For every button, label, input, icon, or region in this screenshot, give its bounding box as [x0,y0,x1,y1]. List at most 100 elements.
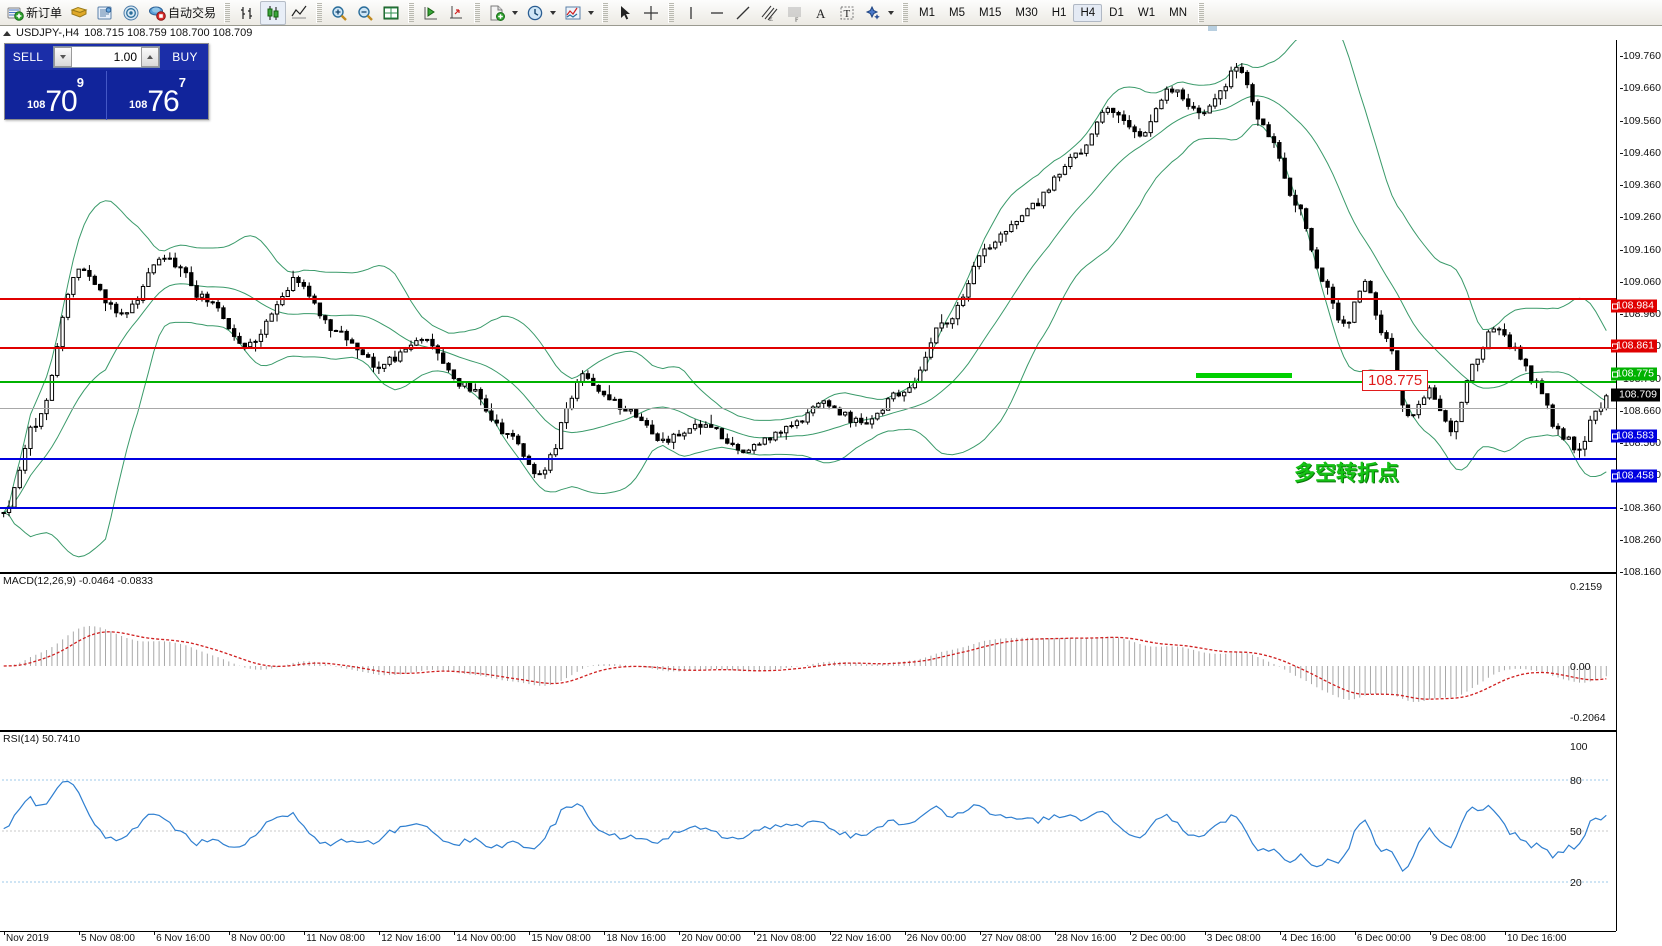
period-button[interactable] [522,1,548,25]
trendline-icon [734,4,752,22]
level-line-108458[interactable] [0,507,1616,509]
level-line-108861[interactable] [0,347,1616,349]
time-tick: 14 Nov 00:00 [456,933,516,944]
timeframe-d1[interactable]: D1 [1109,6,1124,19]
level-line-108709[interactable] [0,408,1616,409]
time-tick-mark [529,932,531,935]
price-axis-label-108458[interactable]: 108.458 [1611,469,1657,483]
level-line-108775[interactable] [0,381,1616,383]
timeframe-h4[interactable]: H4 [1073,3,1103,22]
timeframe-m1[interactable]: M1 [919,6,936,19]
time-tick-mark [1204,932,1206,935]
buy-price-button[interactable]: 108 76 7 [107,71,208,120]
scroll-marker[interactable] [1208,26,1217,31]
turning-point-label[interactable]: 多空转折点 [1294,462,1399,485]
sell-price-main: 70 [45,85,77,118]
autoscroll-icon [448,4,466,22]
price-tick: 109.760 [1620,50,1661,63]
indicators-button[interactable] [560,1,586,25]
text-icon: A [812,4,830,22]
timeframe-h1[interactable]: H1 [1051,6,1067,19]
equidistant-channel-button[interactable]: E [756,1,782,25]
bar-chart-button[interactable] [234,1,260,25]
horizontal-line-icon [708,4,726,22]
timeframe-w1[interactable]: W1 [1137,6,1156,19]
time-tick: 3 Dec 08:00 [1206,933,1261,944]
zoom-out-button[interactable] [352,1,378,25]
fibonacci-button[interactable]: F [782,1,808,25]
zoom-in-button[interactable] [326,1,352,25]
sell-price-button[interactable]: 108 70 9 [5,71,107,120]
chart-window[interactable]: USDJPY-,H4 108.715 108.759 108.700 108.7… [0,26,1662,945]
wallet-button[interactable] [66,1,92,25]
price-axis-label-108984[interactable]: 108.984 [1611,299,1657,313]
collapse-icon[interactable] [3,30,11,36]
price-axis-label-108861[interactable]: 108.861 [1611,339,1657,353]
price-axis-label-108709[interactable]: 108.709 [1611,388,1660,402]
tile-windows-button[interactable] [378,1,404,25]
price-tick: 109.260 [1620,211,1661,224]
one-click-trading-panel[interactable]: SELL 1.00 BUY 108 70 9 108 76 7 [4,43,209,120]
volume-value[interactable]: 1.00 [113,50,137,64]
autoscroll-button[interactable] [444,1,470,25]
svg-text:F: F [795,17,799,22]
highlight-zone-bar[interactable] [1196,373,1292,378]
price-axis-label-108583[interactable]: 108.583 [1611,429,1657,443]
toolbar-grip-4[interactable] [474,2,481,23]
period-dropdown-caret[interactable] [550,10,557,15]
new-order-label: 新订单 [26,6,63,20]
templates-icon [488,4,506,22]
autotrading-icon [148,4,166,22]
news-button[interactable] [92,1,118,25]
shapes-button[interactable] [860,1,886,25]
templates-button[interactable] [484,1,510,25]
timeframe-mn[interactable]: MN [1169,6,1187,19]
indicators-icon [564,4,582,22]
crosshair-icon [642,4,660,22]
buy-price-fraction: 7 [178,75,186,90]
horizontal-line-button[interactable] [704,1,730,25]
new-order-button[interactable]: 新订单 [2,1,66,25]
timeframe-m5[interactable]: M5 [949,6,965,19]
price-axis-label-108775[interactable]: 108.775 [1611,367,1657,381]
line-chart-button[interactable] [286,1,312,25]
toolbar-grip-2[interactable] [316,2,323,23]
toolbar-grip-8[interactable] [1198,2,1204,23]
timeframe-m30[interactable]: M30 [1015,6,1038,19]
shapes-dropdown-caret[interactable] [888,10,895,15]
signals-button[interactable] [118,1,144,25]
trendline-button[interactable] [730,1,756,25]
time-axis[interactable]: Nov 2019 5 Nov 08:00 6 Nov 16:00 8 Nov 00:0… [0,931,1616,946]
cursor-button[interactable] [612,1,638,25]
level-line-108583[interactable] [0,458,1616,460]
crosshair-button[interactable] [638,1,664,25]
toolbar-grip-6[interactable] [668,2,675,23]
volume-up-button[interactable] [141,47,159,67]
toolbar-grip-1[interactable] [224,2,231,23]
price-pane[interactable]: 108.775 多空转折点 [0,40,1616,572]
volume-stepper[interactable]: 1.00 [53,46,160,68]
toolbar-grip-3[interactable] [408,2,415,23]
timeframe-m15[interactable]: M15 [979,6,1002,19]
indicators-dropdown-caret[interactable] [588,10,595,15]
rsi-pane[interactable]: RSI(14) 50.7410 100 80 50 20 [0,731,1616,932]
price-axis[interactable]: 109.760 109.660 109.560 109.460 109.360 109.2… [1611,40,1662,931]
vertical-line-icon [682,4,700,22]
toolbar-grip-7[interactable] [902,2,909,23]
price-annotation-box[interactable]: 108.775 [1362,370,1429,391]
autotrading-button[interactable]: 自动交易 [144,1,220,25]
level-line-108984[interactable] [0,298,1616,300]
volume-down-button[interactable] [54,47,72,67]
toolbar-grip-5[interactable] [602,2,609,23]
rsi-axis-tick: 50 [1570,826,1582,838]
vertical-line-button[interactable] [678,1,704,25]
time-tick: 8 Nov 00:00 [231,933,286,944]
rsi-plot: 100 80 50 20 [2,741,1610,889]
shift-chart-button[interactable] [418,1,444,25]
text-label-button[interactable]: T [834,1,860,25]
templates-dropdown-caret[interactable] [512,10,519,15]
text-button[interactable]: A [808,1,834,25]
candlestick-chart-button[interactable] [260,0,287,25]
time-tick-mark [4,932,5,935]
macd-pane[interactable]: MACD(12,26,9) -0.0464 -0.0833 0.2159 0.00… [0,573,1616,731]
